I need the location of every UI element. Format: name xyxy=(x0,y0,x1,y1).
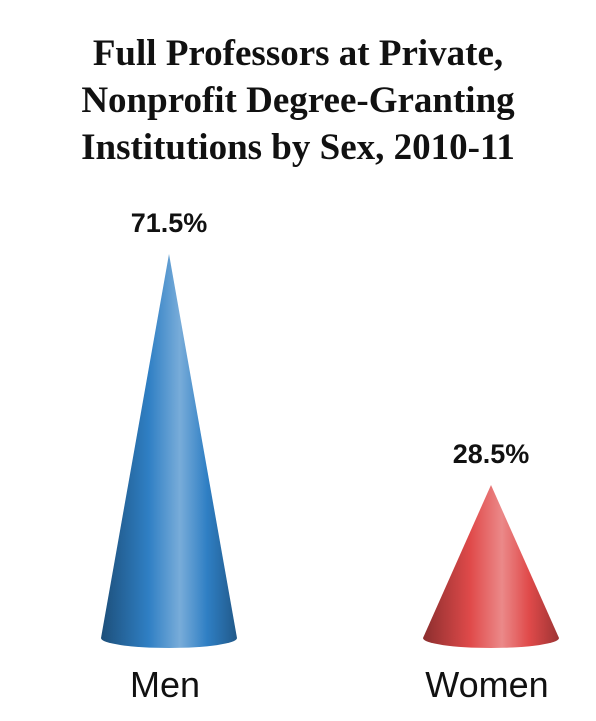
chart-title-line-1: Full Professors at Private, xyxy=(92,33,504,74)
cone-women xyxy=(423,484,559,648)
chart-marks xyxy=(101,254,559,649)
cone-men xyxy=(101,254,237,649)
chart-labels: 71.5% Men 28.5% Women xyxy=(130,208,549,705)
chart-title: Full Professors at Private, Nonprofit De… xyxy=(0,30,596,171)
value-label-men: 71.5% xyxy=(131,208,208,238)
chart-title-line-2: Nonprofit Degree-Granting xyxy=(81,80,515,121)
value-label-women: 28.5% xyxy=(453,439,530,469)
chart-title-line-3: Institutions by Sex, 2010-11 xyxy=(81,127,515,168)
category-label-women: Women xyxy=(425,664,548,705)
category-label-men: Men xyxy=(130,664,200,705)
